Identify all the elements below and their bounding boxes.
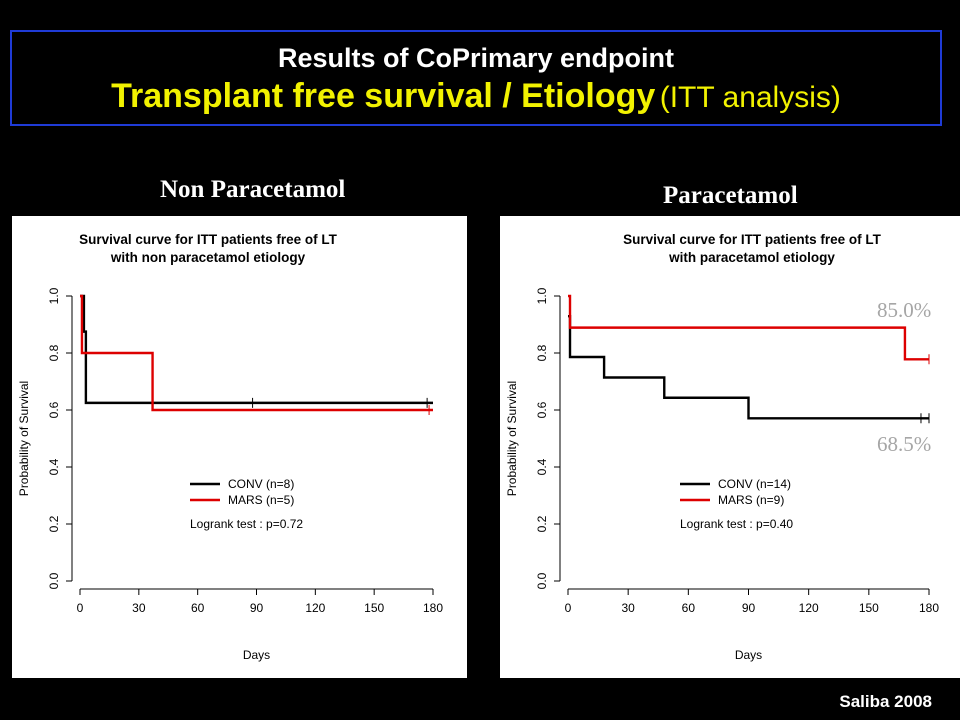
y-tick-label: 0.8 bbox=[47, 344, 61, 361]
chart-title: with paracetamol etiology bbox=[668, 250, 835, 265]
chart-title: Survival curve for ITT patients free of … bbox=[623, 232, 882, 247]
survival-curve-mars bbox=[80, 294, 433, 412]
y-tick-label: 0.0 bbox=[535, 572, 549, 589]
y-axis-label: Probability of Survival bbox=[505, 381, 519, 496]
annotation-mars-final: 85.0% bbox=[877, 298, 932, 322]
panel-heading-paracetamol: Paracetamol bbox=[663, 182, 798, 209]
chart-panel-paracetamol: Survival curve for ITT patients free of … bbox=[500, 216, 960, 678]
chart-panel-non-paracetamol: Survival curve for ITT patients free of … bbox=[12, 216, 467, 678]
x-axis-label: Days bbox=[243, 648, 270, 662]
y-tick-label: 0.2 bbox=[535, 515, 549, 532]
chart-title: Survival curve for ITT patients free of … bbox=[79, 232, 338, 247]
y-axis-label: Probability of Survival bbox=[17, 381, 31, 496]
slide-subtitle-main: Transplant free survival / Etiology bbox=[111, 77, 656, 115]
x-tick-label: 0 bbox=[77, 601, 84, 615]
y-tick-label: 0.6 bbox=[535, 401, 549, 418]
slide-title-box: Results of CoPrimary endpoint Transplant… bbox=[10, 30, 942, 126]
source-credit: Saliba 2008 bbox=[839, 692, 932, 711]
x-tick-label: 150 bbox=[859, 601, 879, 615]
survival-curve-conv bbox=[80, 294, 433, 405]
x-tick-label: 90 bbox=[742, 601, 756, 615]
survival-curve-conv bbox=[568, 315, 929, 420]
slide-subtitle: Transplant free survival / Etiology (ITT… bbox=[12, 76, 940, 123]
x-tick-label: 120 bbox=[799, 601, 819, 615]
x-tick-label: 90 bbox=[250, 601, 264, 615]
x-tick-label: 150 bbox=[364, 601, 384, 615]
legend-label-mars: MARS (n=9) bbox=[718, 493, 784, 507]
y-tick-label: 1.0 bbox=[47, 287, 61, 304]
legend-label-mars: MARS (n=5) bbox=[228, 493, 294, 507]
x-tick-label: 60 bbox=[682, 601, 696, 615]
logrank-test-label: Logrank test : p=0.72 bbox=[190, 517, 303, 531]
survival-curve-mars bbox=[568, 294, 929, 361]
y-tick-label: 0.8 bbox=[535, 344, 549, 361]
survival-chart-paracetamol: Survival curve for ITT patients free of … bbox=[505, 232, 939, 662]
chart-title: with non paracetamol etiology bbox=[110, 250, 306, 265]
y-tick-label: 0.4 bbox=[47, 458, 61, 475]
x-tick-label: 30 bbox=[621, 601, 635, 615]
legend-label-conv: CONV (n=8) bbox=[228, 477, 294, 491]
slide-subtitle-suffix: (ITT analysis) bbox=[659, 81, 841, 114]
x-tick-label: 30 bbox=[132, 601, 146, 615]
y-tick-label: 0.6 bbox=[47, 401, 61, 418]
logrank-test-label: Logrank test : p=0.40 bbox=[680, 517, 793, 531]
x-tick-label: 180 bbox=[423, 601, 443, 615]
survival-chart-non-paracetamol: Survival curve for ITT patients free of … bbox=[17, 232, 443, 662]
x-axis-label: Days bbox=[735, 648, 762, 662]
y-tick-label: 0.4 bbox=[535, 458, 549, 475]
y-tick-label: 1.0 bbox=[535, 287, 549, 304]
y-tick-label: 0.2 bbox=[47, 515, 61, 532]
x-tick-label: 0 bbox=[565, 601, 572, 615]
y-tick-label: 0.0 bbox=[47, 572, 61, 589]
legend-label-conv: CONV (n=14) bbox=[718, 477, 791, 491]
slide-title: Results of CoPrimary endpoint bbox=[277, 43, 675, 73]
x-tick-label: 120 bbox=[305, 601, 325, 615]
x-tick-label: 180 bbox=[919, 601, 939, 615]
panel-heading-non-paracetamol: Non Paracetamol bbox=[160, 176, 346, 203]
annotation-conv-final: 68.5% bbox=[877, 432, 932, 456]
x-tick-label: 60 bbox=[191, 601, 205, 615]
